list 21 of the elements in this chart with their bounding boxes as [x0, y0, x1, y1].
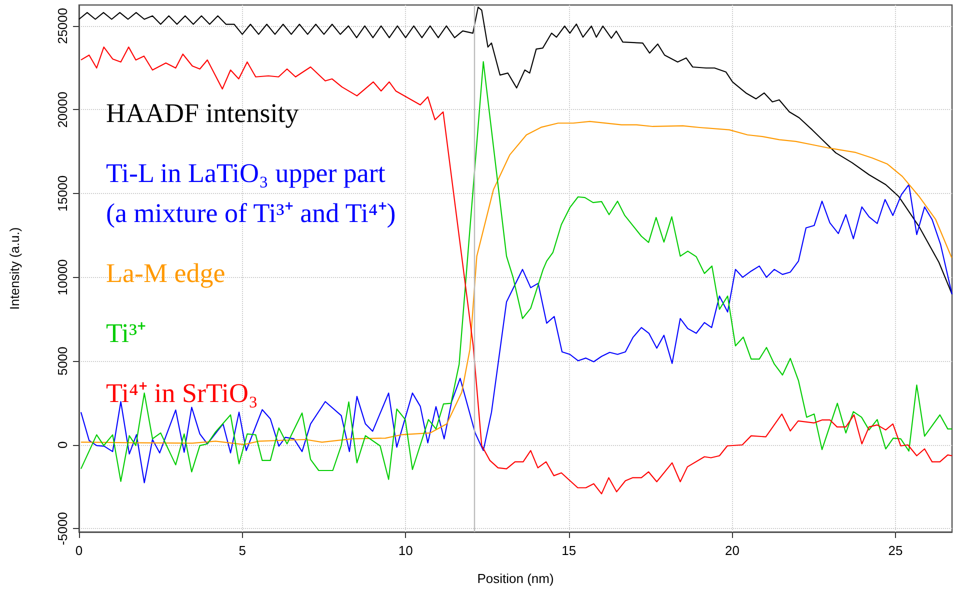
y-tick-label: 5000	[55, 346, 70, 376]
y-tick-label: 25000	[55, 8, 70, 44]
x-tick-label: 25	[888, 543, 903, 558]
text: HAADF intensity	[106, 98, 300, 128]
x-tick-label: 5	[238, 543, 246, 558]
x-tick-label: 20	[724, 543, 740, 558]
y-tick-label: 10000	[55, 259, 70, 296]
x-axis-title: Position (nm)	[477, 571, 554, 586]
text: Ti⁴⁺ in SrTiO₃	[106, 378, 258, 408]
x-tick-label: 0	[75, 543, 83, 558]
text: Ti-L in LaTiO₃ upper part (a mixture of Ti³⁺ and Ti⁴⁺)	[106, 158, 396, 228]
text: La-M edge	[106, 258, 226, 288]
y-axis-title: Intensity (a.u.)	[7, 227, 22, 310]
y-tick-label: -5000	[55, 512, 70, 546]
y-tick-label: 15000	[55, 175, 70, 212]
series-label: Ti³⁺	[106, 318, 146, 348]
x-tick-label: 15	[562, 543, 576, 558]
line-series	[78, 6, 953, 295]
x-tick-label: 10	[398, 543, 413, 558]
y-tick-label: 20000	[55, 92, 70, 128]
y-tick-label: 0	[55, 441, 70, 448]
